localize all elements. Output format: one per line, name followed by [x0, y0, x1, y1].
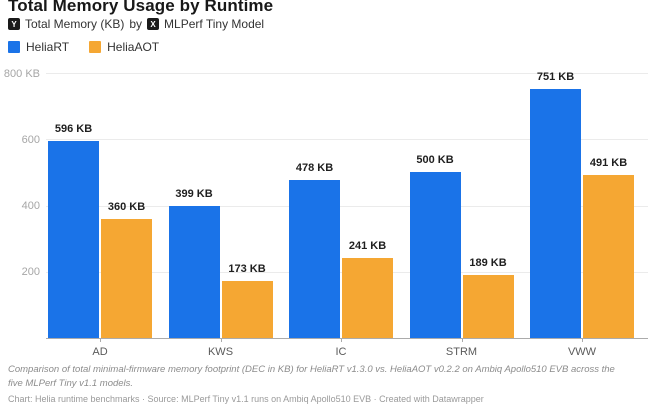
- bar-heliart-kws[interactable]: [168, 205, 220, 338]
- y-axis-tick-label: 800 KB: [3, 67, 40, 80]
- subtitle-connector: by: [129, 17, 143, 31]
- legend-label: HeliaAOT: [107, 40, 160, 54]
- bar-heliart-vww[interactable]: [530, 89, 581, 338]
- bar-value-label: 241 KB: [348, 240, 387, 253]
- bar-heliaaot-vww[interactable]: [583, 175, 634, 338]
- chart-subtitle: Y Total Memory (KB) by X MLPerf Tiny Mod…: [8, 17, 264, 31]
- x-axis-tick: [220, 338, 222, 342]
- x-axis-badge-icon: X: [147, 18, 160, 30]
- bar-value-label: 500 KB: [416, 154, 454, 167]
- bar-heliaaot-kws[interactable]: [221, 280, 273, 338]
- legend-swatch-icon: [8, 41, 20, 53]
- bar-value-label: 596 KB: [54, 122, 93, 135]
- bar-value-label: 173 KB: [228, 262, 266, 275]
- bar-value-label: 478 KB: [295, 161, 334, 174]
- legend-item-heliart: HeliaRT: [8, 40, 69, 54]
- y-axis-description: Total Memory (KB): [25, 17, 125, 31]
- legend-item-heliaaot: HeliaAOT: [89, 40, 159, 54]
- x-axis-category-label: AD: [92, 346, 108, 358]
- x-axis-tick: [100, 338, 101, 342]
- x-axis-category-label: IC: [335, 346, 347, 358]
- gridline-800: [46, 73, 648, 74]
- bar-heliart-ic[interactable]: [289, 179, 340, 338]
- attribution-clipped: Chart: Helia runtime benchmarks · Source…: [8, 394, 484, 404]
- x-axis-category-label: STRM: [445, 346, 478, 358]
- bar-value-label: 189 KB: [469, 257, 507, 270]
- bar-heliaaot-strm[interactable]: [462, 275, 514, 338]
- gridline-400: [46, 205, 648, 207]
- footnote: Comparison of total minimal-firmware mem…: [8, 364, 615, 389]
- x-axis-tick: [341, 338, 342, 342]
- x-axis-description: MLPerf Tiny Model: [164, 17, 265, 31]
- bar-heliart-strm[interactable]: [409, 172, 461, 338]
- y-axis-badge-icon: Y: [8, 18, 20, 30]
- bar-value-label: 491 KB: [589, 157, 628, 170]
- x-axis-baseline: [46, 338, 648, 339]
- y-axis-tick-label: 400: [21, 200, 40, 212]
- bar-value-label: 751 KB: [536, 71, 575, 84]
- x-axis-category-label: VWW: [567, 346, 597, 358]
- y-axis-tick-label: 600: [21, 133, 40, 146]
- bar-heliart-ad[interactable]: [48, 140, 99, 338]
- bar-heliaaot-ad[interactable]: [101, 218, 152, 338]
- x-axis-category-label: KWS: [207, 346, 234, 358]
- legend: HeliaRT HeliaAOT: [8, 40, 159, 54]
- x-axis-tick: [582, 338, 583, 342]
- x-axis-tick: [461, 338, 463, 342]
- plot-area: 800 KB 600 400 200 596 KB 360 KB AD 399 KB 173 K…: [0, 68, 650, 373]
- gridline-600: [46, 139, 648, 141]
- chart-title: Total Memory Usage by Runtime: [8, 0, 274, 15]
- bar-value-label: 360 KB: [107, 200, 146, 213]
- y-axis-tick-label: 200: [21, 266, 40, 279]
- legend-swatch-icon: [89, 41, 102, 53]
- bar-heliaaot-ic[interactable]: [342, 258, 393, 338]
- bar-value-label: 399 KB: [175, 187, 213, 200]
- legend-label: HeliaRT: [26, 40, 70, 54]
